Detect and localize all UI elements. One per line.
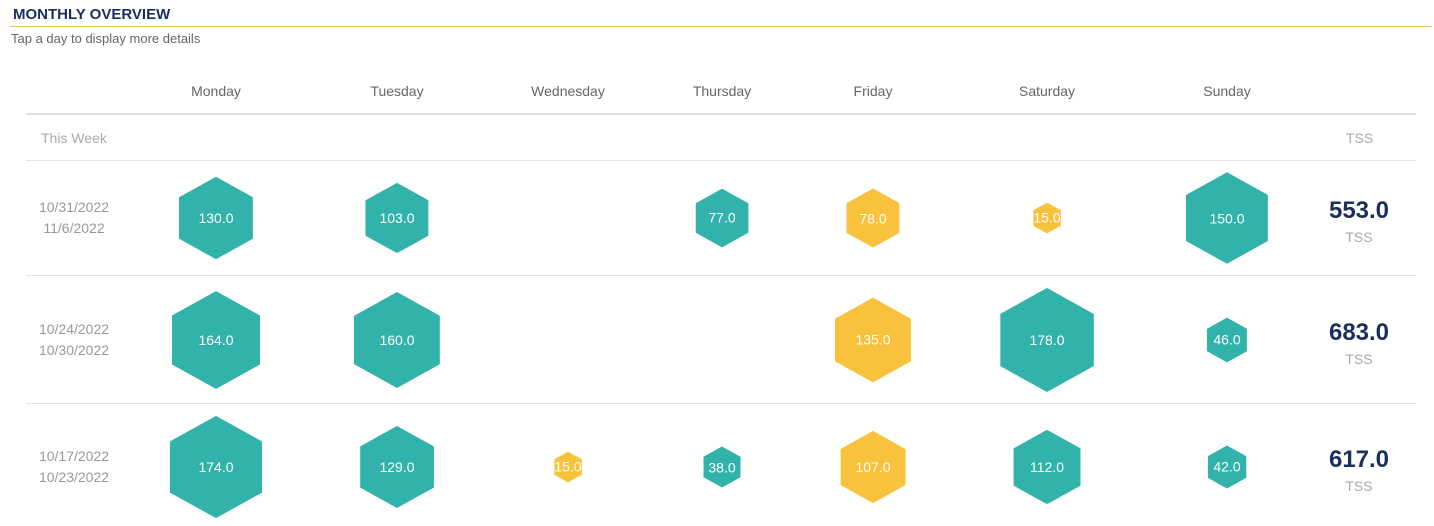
week-total-value: 683.0 [1328,319,1390,346]
day-tss-hexagon[interactable]: 129.0 [360,425,434,509]
row-divider [26,160,1416,161]
tss-header: TSS [1346,130,1374,146]
day-tss-hexagon[interactable]: 77.0 [695,188,749,248]
day-tss-hexagon[interactable]: 160.0 [353,292,441,388]
week-total-unit: TSS [1345,478,1373,494]
week-total: 683.0 TSS [1329,319,1389,367]
day-header-saturday: Saturday [1018,83,1076,99]
day-tss-hexagon[interactable]: 103.0 [365,182,429,254]
week-start: 10/17/2022 [38,448,110,464]
day-header-monday: Monday [191,83,241,99]
day-tss-hexagon[interactable]: 150.0 [1185,172,1269,264]
week-date-range: 10/24/2022 10/30/2022 [26,319,122,361]
week-total: 553.0 TSS [1329,197,1389,245]
week-total-value: 553.0 [1328,197,1390,224]
day-tss-hexagon[interactable]: 112.0 [1013,429,1081,505]
week-total-unit: TSS [1345,351,1373,367]
week-start: 10/24/2022 [38,321,110,337]
this-week-label: This Week [41,130,107,146]
day-tss-hexagon[interactable]: 130.0 [178,176,254,260]
day-tss-hexagon[interactable]: 178.0 [1000,287,1094,393]
week-end: 10/30/2022 [38,342,110,358]
week-end: 10/23/2022 [38,469,110,485]
subtitle: Tap a day to display more details [11,31,201,46]
week-end: 11/6/2022 [43,220,105,236]
day-tss-hexagon[interactable]: 164.0 [171,291,261,389]
day-tss-hexagon[interactable]: 135.0 [834,297,912,383]
week-date-range: 10/31/2022 11/6/2022 [26,197,122,239]
week-total-value: 617.0 [1328,446,1390,473]
day-tss-hexagon[interactable]: 15.0 [1033,202,1061,234]
title-divider [10,26,1432,27]
day-header-friday: Friday [853,83,893,99]
week-start: 10/31/2022 [38,199,110,215]
day-header-tuesday: Tuesday [370,83,424,99]
day-tss-hexagon[interactable]: 174.0 [169,415,263,519]
day-tss-hexagon[interactable]: 46.0 [1206,317,1248,363]
header-divider [26,113,1416,115]
day-header-thursday: Thursday [692,83,752,99]
day-tss-hexagon[interactable]: 78.0 [846,188,900,248]
day-header-wednesday: Wednesday [531,83,605,99]
day-tss-hexagon[interactable]: 107.0 [840,430,906,504]
day-tss-hexagon[interactable]: 38.0 [703,446,741,488]
day-header-sunday: Sunday [1203,83,1251,99]
week-total-unit: TSS [1345,229,1373,245]
row-divider [26,403,1416,404]
day-tss-hexagon[interactable]: 15.0 [554,451,582,483]
page-title: MONTHLY OVERVIEW [13,6,171,23]
week-total: 617.0 TSS [1329,446,1389,494]
row-divider [26,275,1416,276]
week-date-range: 10/17/2022 10/23/2022 [26,446,122,488]
day-tss-hexagon[interactable]: 42.0 [1207,445,1247,489]
